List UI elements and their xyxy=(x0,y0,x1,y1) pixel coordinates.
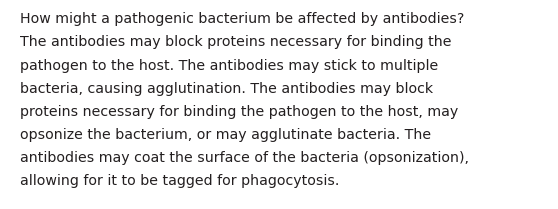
Text: allowing for it to be tagged for phagocytosis.: allowing for it to be tagged for phagocy… xyxy=(21,175,340,189)
Text: proteins necessary for binding the pathogen to the host, may: proteins necessary for binding the patho… xyxy=(21,105,459,119)
Text: How might a pathogenic bacterium be affected by antibodies?: How might a pathogenic bacterium be affe… xyxy=(21,12,465,26)
Text: The antibodies may block proteins necessary for binding the: The antibodies may block proteins necess… xyxy=(21,35,452,49)
Text: opsonize the bacterium, or may agglutinate bacteria. The: opsonize the bacterium, or may agglutina… xyxy=(21,128,431,142)
Text: pathogen to the host. The antibodies may stick to multiple: pathogen to the host. The antibodies may… xyxy=(21,59,439,73)
Text: antibodies may coat the surface of the bacteria (opsonization),: antibodies may coat the surface of the b… xyxy=(21,151,469,165)
Text: bacteria, causing agglutination. The antibodies may block: bacteria, causing agglutination. The ant… xyxy=(21,82,434,96)
